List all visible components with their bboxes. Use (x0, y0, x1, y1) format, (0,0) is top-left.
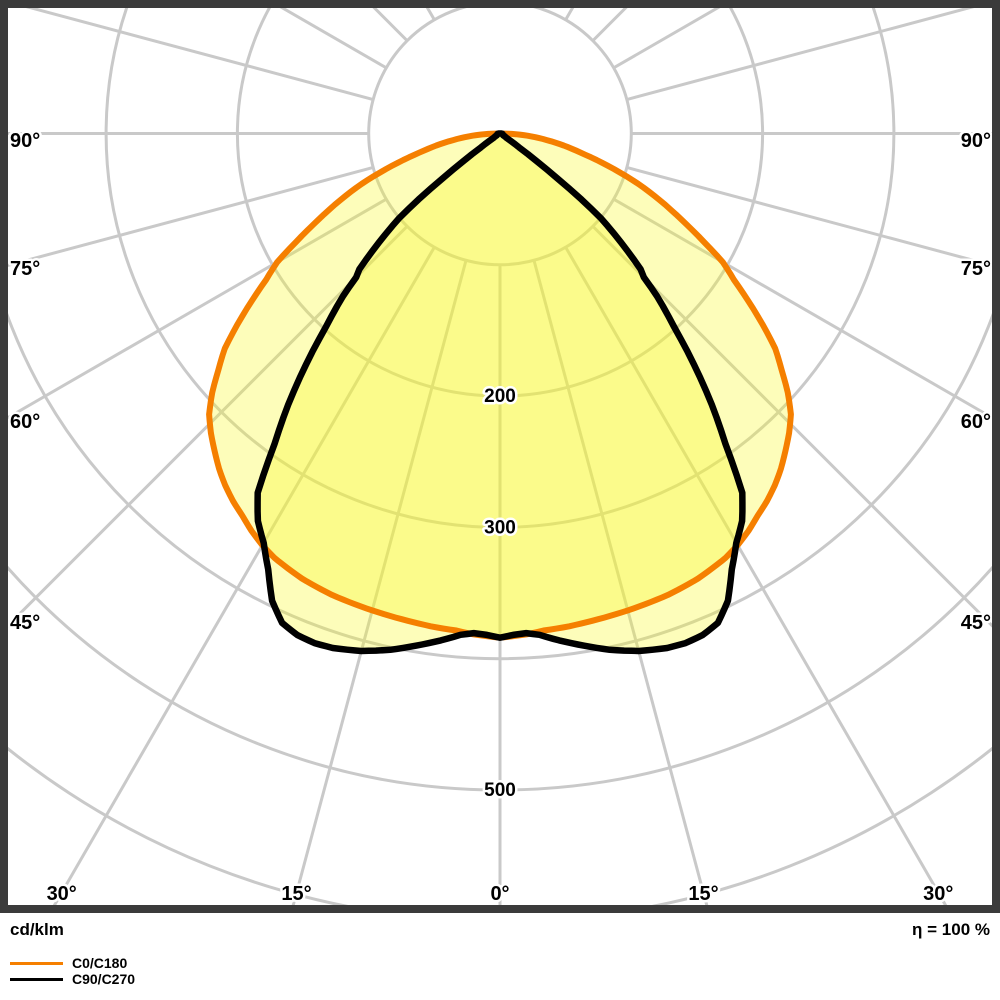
grid-ray-60 (612, 197, 992, 420)
grid-ray-285 (8, 166, 374, 267)
c90c270-line-swatch (10, 977, 63, 981)
grid-ray-300 (8, 197, 388, 420)
angle-label-bottom-4: 30° (923, 883, 953, 905)
c0c180-label: C0/C180 (72, 955, 128, 971)
unit-label: cd/klm (10, 920, 64, 939)
angle-label-bottom-2: 0° (490, 883, 509, 905)
angle-label-right-0: 90° (961, 130, 991, 152)
grid-ray-30 (564, 246, 948, 905)
grid-ray-105 (626, 8, 975, 101)
angle-label-left-3: 45° (10, 612, 40, 634)
c0c180-line-swatch (10, 961, 63, 965)
angle-label-bottom-1: 15° (281, 883, 311, 905)
polar-chart: 200 300 500 90° 75° 60° 45° 90° 75° 60° 45° 30° 15° 0… (0, 0, 1000, 913)
angle-label-left-0: 90° (10, 130, 40, 152)
efficiency-label: η = 100 % (912, 920, 990, 939)
plot-area: 200 300 500 90° 75° 60° 45° 90° 75° 60° 45° 30° 15° 0… (8, 8, 992, 905)
c90c270-curve (254, 130, 746, 655)
angle-label-right-3: 45° (961, 612, 991, 634)
grid-ray-75 (626, 166, 992, 267)
angle-label-left-2: 60° (10, 411, 40, 433)
c90c270-area-fill (257, 133, 743, 651)
grid-ray-330 (52, 246, 436, 905)
angle-label-right-1: 75° (961, 258, 991, 280)
grid-ray-15 (532, 259, 709, 905)
grid-ray-315 (8, 225, 409, 628)
angle-label-bottom-3: 15° (688, 883, 718, 905)
polar-grid (8, 8, 992, 905)
grid-ray-345 (291, 259, 468, 905)
legend-item-c90c270: C90/C270 (10, 972, 135, 986)
angle-label-left-1: 75° (10, 258, 40, 280)
legend-item-c0c180: C0/C180 (10, 956, 127, 970)
c90c270-label: C90/C270 (72, 971, 136, 987)
angle-label-bottom-0: 30° (47, 883, 77, 905)
grid-ray-255 (25, 8, 374, 101)
ring-label-500: 500 (484, 780, 516, 801)
grid-ray-45 (591, 225, 992, 628)
angle-label-right-2: 60° (961, 411, 991, 433)
plot-frame (0, 0, 1000, 913)
polar-chart-svg: 200 300 500 90° 75° 60° 45° 90° 75° 60° 45° 30° 15° 0… (0, 0, 1000, 913)
ring-label-200: 200 (484, 386, 516, 407)
c0c180-area-fill (209, 133, 791, 638)
ring-label-300: 300 (484, 517, 516, 538)
